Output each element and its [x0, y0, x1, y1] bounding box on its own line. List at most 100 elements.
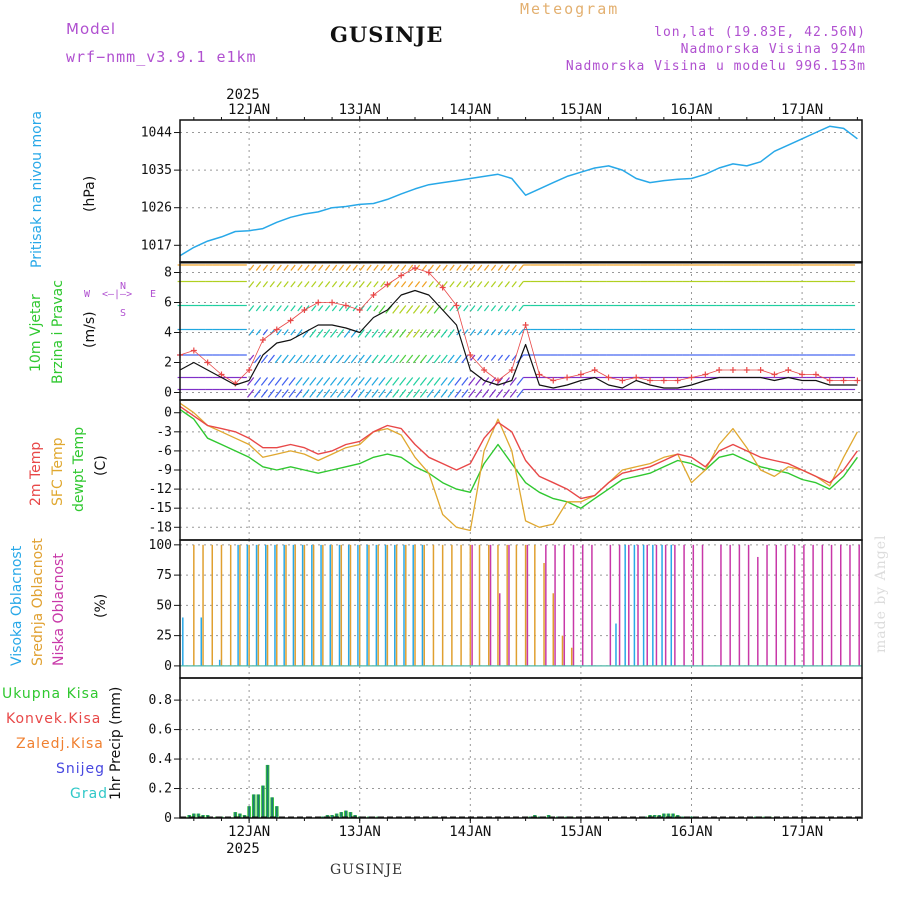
legend-total-rain: Ukupna Kisa [2, 686, 100, 702]
wind-barb [331, 281, 338, 288]
y-tick-label: -6 [156, 444, 172, 459]
legend-hail: Grad [70, 786, 109, 802]
wind-barb [329, 389, 338, 398]
wind-barb [392, 377, 400, 386]
y-tick-label: 0 [164, 386, 172, 401]
wind-barb [461, 389, 469, 398]
y-tick-label: -12 [149, 482, 172, 497]
wind-barb [380, 264, 386, 271]
wind-barb [378, 329, 386, 338]
wind-barb [477, 354, 483, 361]
wind-barb [331, 264, 338, 271]
wind-barb [399, 329, 407, 338]
wind-barb [309, 354, 317, 364]
wind-barb [255, 264, 262, 271]
wind-barb [483, 281, 490, 288]
day-label-bottom: 14JAN [449, 824, 491, 840]
wind-barb [331, 305, 338, 312]
wind-barb [276, 264, 282, 271]
wind-barb [323, 329, 331, 338]
wind-barb [274, 377, 282, 386]
wind-barb [295, 354, 303, 364]
wind-barb [394, 281, 400, 288]
compass-s: S [120, 308, 127, 319]
series-2m-temp [179, 405, 858, 500]
legend-conv-rain: Konvek.Kisa [6, 711, 102, 727]
panel-frame-precip [179, 677, 863, 819]
wind-barb [364, 354, 372, 364]
precip-bar-inner [340, 812, 343, 818]
wind-barb [394, 264, 400, 271]
wind-barb [371, 329, 379, 338]
wind-barb [260, 354, 269, 364]
wind-barb [488, 377, 497, 386]
wind-barb [406, 377, 414, 386]
wind-barb [316, 377, 324, 386]
wind-barb [262, 264, 269, 271]
wind-barb [274, 354, 282, 364]
wind-barb [316, 389, 324, 398]
precip-bar-inner [331, 815, 333, 818]
wind-barb [248, 354, 255, 361]
wind-barb [406, 389, 414, 398]
wind-barb [399, 354, 407, 364]
wind-barb [412, 305, 421, 314]
wind-barb [352, 281, 358, 288]
panel-content [177, 125, 862, 818]
wind-barb [504, 354, 510, 361]
precip-bar-inner [197, 813, 200, 818]
day-label-bottom: 17JAN [781, 824, 823, 840]
wind-barb [502, 389, 510, 398]
wind-barb [373, 305, 379, 312]
wind-barb [470, 329, 476, 336]
wind-barb [364, 329, 372, 338]
wind-barb [454, 354, 462, 364]
wind-barb [488, 389, 497, 398]
wind-barb [447, 377, 455, 386]
wind-barb [392, 389, 400, 398]
wind-barb [269, 281, 275, 288]
wind-barb [426, 377, 434, 386]
wind-barb [276, 281, 282, 288]
altitude-label: Nadmorska Visina 924m [680, 42, 866, 57]
y-tick-label: 1044 [141, 126, 172, 141]
wind-barb [323, 389, 331, 398]
wind-barb [350, 389, 358, 398]
wind-barb [470, 281, 476, 288]
compass-cross-icon: <–|–> [102, 289, 133, 300]
wind-barb [309, 389, 317, 398]
y-tick-label: -9 [156, 463, 172, 478]
y-tick-label: 0.4 [149, 752, 173, 767]
wind-barb [442, 305, 448, 312]
wind-barb [399, 389, 407, 398]
compass-e: E [150, 289, 157, 300]
wind-barb [419, 305, 428, 314]
wind-barb [297, 264, 303, 271]
wind-barb [454, 389, 462, 398]
wind-barb [440, 377, 448, 386]
wind-barb [373, 264, 379, 271]
precip-bar-inner [662, 813, 665, 818]
year-label-bottom: 2025 [226, 841, 260, 857]
y-tick-label: 25 [156, 629, 172, 644]
wind-barb [288, 377, 296, 386]
series-dewpt [179, 408, 858, 509]
wind-barb [290, 264, 296, 271]
day-label-bottom: 12JAN [228, 824, 270, 840]
wind-barb [490, 329, 497, 336]
legend-frz-rain: Zaledj.Kisa [16, 736, 104, 752]
y-tick-label: 0.8 [149, 693, 172, 708]
y-tick-label: 0.6 [149, 723, 172, 738]
wind-barb [290, 305, 296, 312]
y-tick-label: 0.2 [149, 782, 172, 797]
day-label-top: 12JAN [228, 102, 270, 118]
wind-barb [490, 354, 497, 361]
product-title: Meteogram [520, 0, 620, 18]
wind-barb [392, 305, 400, 314]
wind-barb [470, 305, 476, 312]
wind-barb [343, 354, 351, 364]
precip-bar-inner [257, 794, 260, 818]
wind-barb [276, 329, 282, 336]
wind-barb [447, 329, 455, 338]
